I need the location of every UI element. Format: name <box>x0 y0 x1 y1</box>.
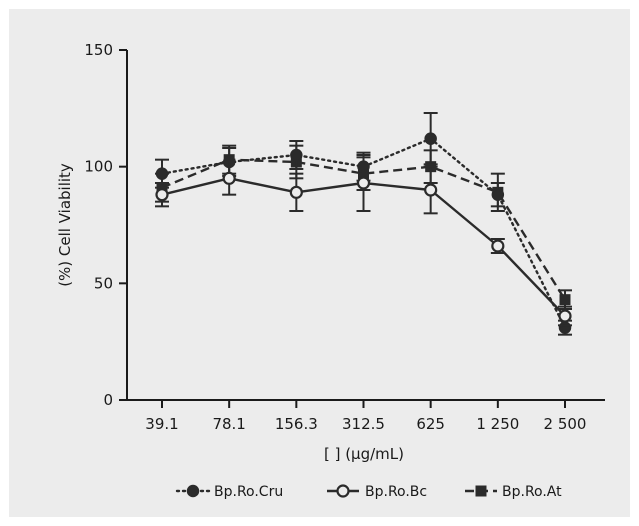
data-point <box>290 148 303 162</box>
data-point <box>424 183 438 197</box>
series-bp-ro-bc <box>155 154 572 327</box>
data-point <box>222 171 236 185</box>
legend-swatch-marker <box>336 484 350 498</box>
legend-item: Bp.Ro.Cru <box>175 484 283 500</box>
y-tick-label: 100 <box>84 158 113 176</box>
x-ticks: 39.1 78.1 156.3 312.5 625 1 250 2 500 <box>145 400 586 433</box>
data-point <box>559 294 571 306</box>
x-tick-label: 156.3 <box>275 415 318 433</box>
y-tick-label: 150 <box>84 41 113 59</box>
data-point <box>155 188 169 202</box>
data-point <box>491 239 505 253</box>
legend-item: Bp.Ro.At <box>465 484 562 500</box>
chart-panel <box>9 9 630 517</box>
legend-swatch-marker <box>475 485 487 497</box>
data-point <box>155 167 169 180</box>
x-tick-label: 625 <box>416 415 445 433</box>
x-tick-label: 1 250 <box>476 415 519 433</box>
legend: Bp.Ro.Cru Bp.Ro.Bc Bp.Ro.At <box>175 484 562 500</box>
legend-label: Bp.Ro.Bc <box>365 484 427 500</box>
x-tick-label: 2 500 <box>544 415 587 433</box>
data-point <box>289 185 303 199</box>
x-axis-title: [ ] (µg/mL) <box>324 445 404 463</box>
legend-label: Bp.Ro.At <box>502 484 562 500</box>
data-point <box>424 132 437 145</box>
data-point <box>356 176 371 190</box>
axes <box>126 50 605 401</box>
x-tick-label: 39.1 <box>145 415 178 433</box>
series-layer <box>155 112 572 336</box>
y-ticks: 0 50 100 150 <box>84 41 127 409</box>
x-tick-label: 312.5 <box>342 415 385 433</box>
y-axis-title: (%) Cell Viability <box>56 163 74 287</box>
legend-swatch-marker <box>186 484 200 498</box>
series-bp-ro-cru <box>155 112 572 336</box>
data-point <box>558 309 572 323</box>
legend-label: Bp.Ro.Cru <box>214 484 283 500</box>
x-tick-label: 78.1 <box>212 415 245 433</box>
y-tick-label: 50 <box>94 274 113 292</box>
legend-item: Bp.Ro.Bc <box>327 484 427 500</box>
y-tick-label: 0 <box>103 391 113 409</box>
data-point <box>491 188 505 201</box>
